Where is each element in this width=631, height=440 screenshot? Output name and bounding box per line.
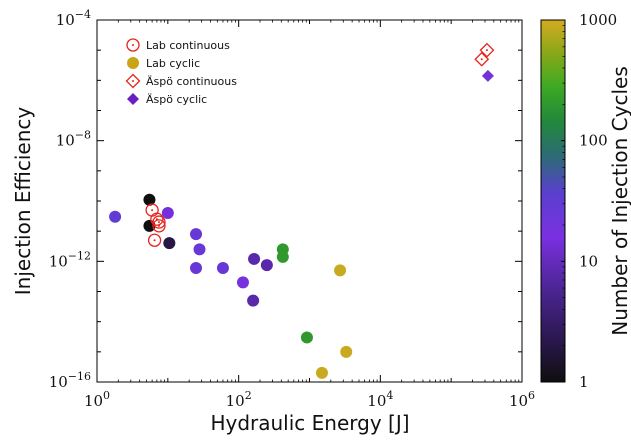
- colorbar-tick-label: 100: [579, 132, 608, 150]
- colorbar-tick-label: 1000: [579, 11, 617, 29]
- colorbar-gradient: [540, 19, 566, 383]
- x-tick-label: 106: [509, 389, 535, 410]
- legend-marker: [127, 93, 139, 105]
- data-point: [190, 228, 203, 241]
- x-axis-ticks: 100 102 104 106: [84, 20, 535, 410]
- y-tick-label: 10−4: [56, 8, 91, 29]
- data-point: [193, 243, 206, 256]
- x-tick-label: 104: [367, 389, 393, 410]
- data-point: [152, 215, 166, 229]
- legend-label: Äspö cyclic: [146, 93, 207, 106]
- data-point: [163, 237, 176, 250]
- colorbar-label: Number of Injection Cycles: [608, 66, 631, 336]
- data-point: [236, 276, 249, 289]
- x-tick-label: 100: [84, 389, 110, 410]
- y-axis-label: Injection Efficiency: [11, 107, 35, 296]
- y-tick-label: 10−8: [56, 129, 91, 150]
- data-point: [161, 207, 174, 220]
- colorbar-tick-label: 10: [579, 252, 598, 270]
- legend-label: Äspö continuous: [146, 75, 237, 88]
- data-point: [109, 210, 122, 223]
- legend-marker: [126, 38, 140, 52]
- data-point: [216, 262, 229, 275]
- data-point: [340, 345, 353, 358]
- data-point: [248, 252, 261, 265]
- data-point: [481, 69, 494, 82]
- x-tick-label: 102: [226, 389, 252, 410]
- data-point: [474, 51, 490, 67]
- data-point: [260, 259, 273, 272]
- data-point: [143, 193, 156, 206]
- colorbar-tick-label: 1: [579, 373, 589, 391]
- legend-marker: [125, 73, 141, 89]
- y-axis-ticks: 10−16 10−12 10−8 10−4: [49, 8, 522, 391]
- plot-area: [96, 19, 523, 383]
- legend: Lab continuous Lab cyclic Äspö continuous Ä…: [125, 38, 237, 106]
- data-point: [247, 294, 260, 307]
- legend-label: Lab cyclic: [146, 57, 200, 70]
- legend-marker: [127, 57, 139, 69]
- data-points: [109, 42, 495, 379]
- y-tick-label: 10−16: [49, 370, 91, 391]
- data-point: [147, 233, 162, 247]
- data-point: [276, 250, 289, 263]
- data-point: [190, 262, 203, 275]
- colorbar: 1 10 100 1000: [540, 11, 617, 391]
- data-point: [315, 366, 328, 379]
- data-point: [479, 42, 495, 58]
- data-point: [334, 264, 347, 277]
- data-point: [152, 219, 166, 233]
- x-axis-label: Hydraulic Energy [J]: [210, 411, 409, 435]
- y-tick-label: 10−12: [49, 249, 91, 270]
- data-point: [300, 331, 313, 344]
- legend-label: Lab continuous: [146, 39, 230, 52]
